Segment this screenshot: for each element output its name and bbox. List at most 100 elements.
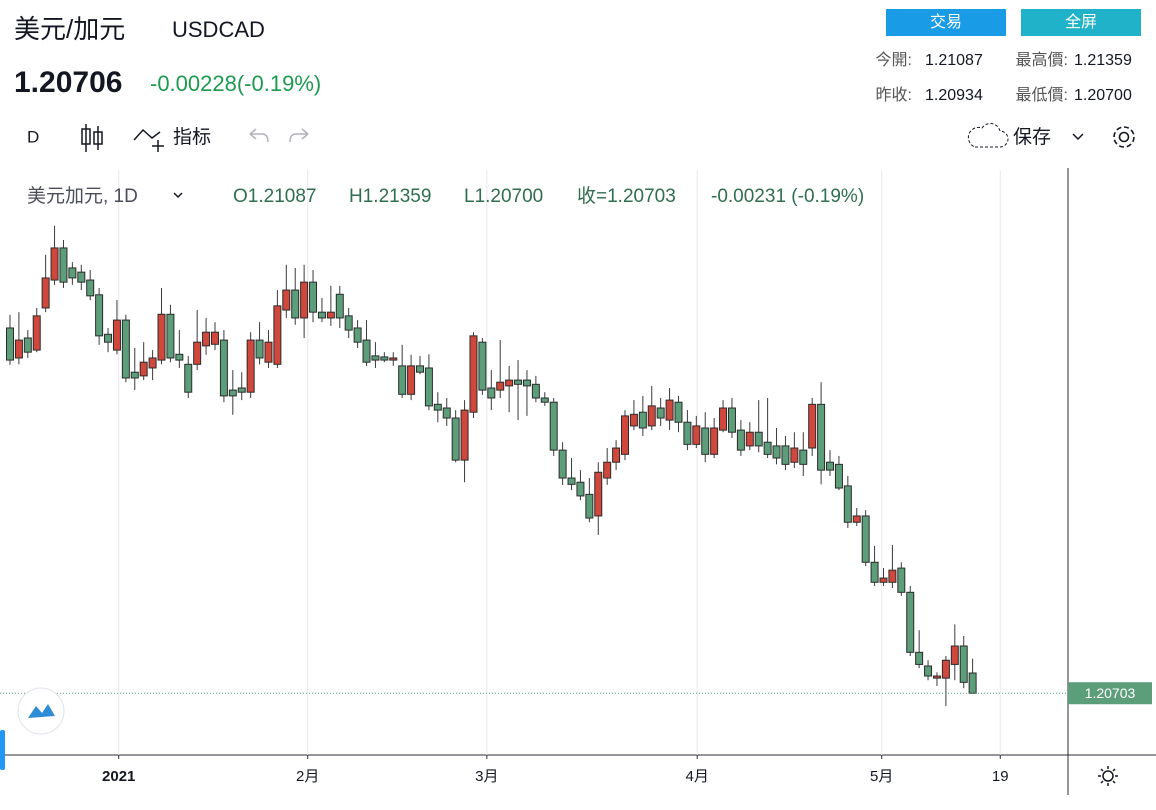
save-button[interactable]: 保存 — [1013, 126, 1051, 148]
candle-body — [14, 339, 23, 359]
candle-body — [389, 357, 398, 361]
candle-body — [380, 356, 389, 361]
stat-value: 1.20934 — [925, 87, 983, 104]
candle-body — [309, 281, 318, 313]
candle-body — [915, 651, 924, 665]
candle-body — [335, 293, 344, 319]
legend-value: H1.21359 — [349, 186, 431, 207]
x-tick-label: 5月 — [870, 768, 893, 785]
candle-body — [540, 397, 549, 403]
candle-body — [817, 403, 826, 471]
x-tick-label: 2021 — [102, 768, 135, 785]
candle-body — [531, 383, 540, 399]
fullscreen-button[interactable] — [1021, 9, 1141, 36]
candle-body — [727, 407, 736, 433]
candle-body — [130, 371, 139, 379]
candle-body — [585, 493, 594, 519]
candle-body — [701, 427, 710, 455]
candle-body — [888, 569, 897, 583]
logo-mark — [28, 704, 55, 718]
candle-body — [852, 515, 861, 523]
candle-body — [567, 477, 576, 485]
candle-body — [451, 417, 460, 461]
candle-body — [193, 341, 202, 365]
side-tab[interactable] — [0, 730, 5, 770]
candle-body — [77, 271, 86, 283]
candle-body — [710, 427, 719, 455]
candle-body — [638, 411, 647, 429]
save-menu-chevron[interactable] — [1072, 133, 1084, 141]
stat-label: 最低價: — [1016, 86, 1068, 104]
time-axis-settings[interactable] — [1098, 766, 1118, 786]
candle-body — [781, 445, 790, 465]
candle-body — [246, 339, 255, 393]
candle-body — [932, 675, 941, 679]
indicator-button[interactable]: 指标 — [173, 126, 211, 148]
x-tick-label: 4月 — [686, 768, 709, 785]
candle-type-icon[interactable] — [81, 124, 103, 152]
candle-body — [424, 367, 433, 407]
candle-body — [362, 339, 371, 363]
symbol: USDCAD — [172, 17, 265, 42]
candle-body — [674, 401, 683, 423]
candle-body — [576, 481, 585, 497]
candle-body — [656, 407, 665, 419]
trade-button-label[interactable]: 交易 — [930, 13, 962, 31]
candle-body — [415, 365, 424, 373]
candle-body — [763, 441, 772, 455]
trade-button[interactable] — [886, 9, 1006, 36]
legend-chevron[interactable] — [173, 192, 183, 199]
undo-redo-icons[interactable] — [249, 128, 309, 143]
candle-body — [843, 485, 852, 523]
candle-body — [95, 294, 104, 337]
candle-body — [647, 405, 656, 427]
candle-body — [612, 447, 621, 463]
candle-body — [772, 445, 781, 459]
last-price-label: 1.20703 — [1085, 685, 1136, 701]
candle-body — [736, 429, 745, 451]
settings-icon[interactable] — [1113, 126, 1135, 148]
candle-body — [237, 387, 246, 393]
indicator-icon[interactable] — [133, 128, 164, 152]
candle-body — [808, 403, 817, 449]
candle-body — [264, 341, 273, 363]
candle-body — [41, 277, 50, 309]
candle-body — [407, 365, 416, 395]
stat-value: 1.20700 — [1074, 87, 1132, 104]
stat-value: 1.21359 — [1074, 52, 1132, 69]
candle-body — [665, 399, 674, 421]
candle-body — [326, 311, 335, 319]
candle-body — [433, 403, 442, 411]
x-tick-label: 19 — [992, 768, 1009, 785]
pair-name: 美元/加元 — [14, 14, 125, 44]
logo[interactable] — [17, 687, 65, 735]
candle-body — [621, 415, 630, 455]
candle-body — [442, 407, 451, 419]
candle-body — [924, 665, 933, 677]
candle-body — [558, 449, 567, 479]
candle-body — [175, 353, 184, 361]
candle-body — [202, 331, 211, 347]
cloud-icon[interactable] — [967, 123, 1009, 148]
legend-value: -0.00231 (-0.19%) — [711, 186, 864, 207]
candle-body — [790, 447, 799, 463]
candle-body — [514, 379, 523, 385]
candle-body — [5, 327, 14, 361]
candle-body — [255, 339, 264, 359]
candle-body — [959, 645, 968, 683]
candle-body — [683, 421, 692, 445]
stat-label: 昨收: — [876, 86, 912, 104]
candle-body — [219, 339, 228, 397]
candle-body — [603, 461, 612, 479]
candle-body — [86, 279, 95, 297]
candle-body — [594, 471, 603, 517]
candle-body — [398, 365, 407, 395]
fullscreen-button-label[interactable]: 全屏 — [1065, 13, 1097, 31]
candle-body — [950, 645, 959, 665]
candle-body — [273, 305, 282, 365]
candle-body — [166, 313, 175, 359]
interval-button[interactable]: D — [27, 127, 39, 146]
candle-body — [834, 463, 843, 489]
